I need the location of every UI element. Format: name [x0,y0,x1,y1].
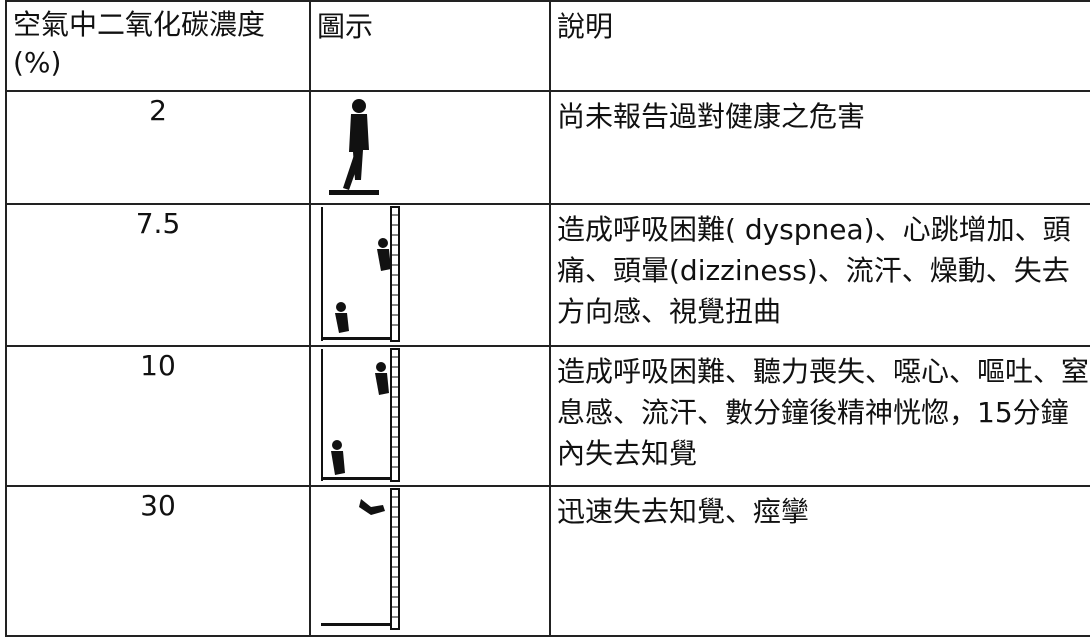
header-cell: 說明 [549,0,1090,92]
co2-table: 空氣中二氧化碳濃度(%) 圖示 說明 2 尚未報告過對健康之危害 7.5 [5,0,1090,637]
row: 7.5 造成呼吸困難( dyspnea)、心跳增加、頭痛、頭暈(dizzines… [5,203,1090,347]
icon-cell [309,90,551,205]
icon-cell [309,485,551,637]
icon-walking [329,99,379,195]
icon-ladder [321,348,400,482]
concentration: 10 [5,345,311,487]
concentration: 2 [5,90,311,205]
row: 2 尚未報告過對健康之危害 [5,90,1090,205]
row: 10 造成呼吸困難、聽力喪失、噁心、嘔吐、窒息感、流汗、數分鐘後精神恍惚，15分… [5,345,1090,487]
icon-cell [309,345,551,487]
icon-cell [309,203,551,347]
header-cell: 圖示 [309,0,551,92]
description: 造成呼吸困難、聽力喪失、噁心、嘔吐、窒息感、流汗、數分鐘後精神恍惚，15分鐘內失… [549,345,1090,487]
icon-falling [321,488,400,630]
description: 尚未報告過對健康之危害 [549,90,1090,205]
description: 迅速失去知覺、痙攣 [549,485,1090,637]
concentration: 7.5 [5,203,311,347]
row: 30 迅速失去知覺、痙攣 [5,485,1090,637]
description: 造成呼吸困難( dyspnea)、心跳增加、頭痛、頭暈(dizziness)、流… [549,203,1090,347]
header-row: 空氣中二氧化碳濃度(%) 圖示 說明 [5,0,1090,92]
concentration: 30 [5,485,311,637]
icon-ladder [321,206,400,342]
header-cell: 空氣中二氧化碳濃度(%) [5,0,311,92]
